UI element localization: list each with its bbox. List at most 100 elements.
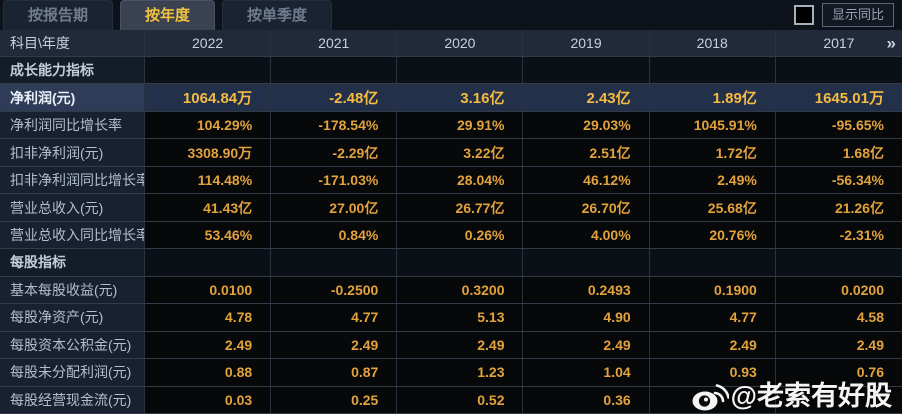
row-label: 营业总收入同比增长率 xyxy=(0,221,145,249)
cell-value: 53.46% xyxy=(145,221,272,249)
tab-bar: 按报告期 按年度 按单季度 显示同比 xyxy=(0,0,902,30)
cell-value: 1064.84万 xyxy=(145,84,272,111)
table-body: 成长能力指标 净利润(元) 1064.84万 -2.48亿 3.16亿 2.43亿 1.89… xyxy=(0,57,902,414)
cell-value: 0.0100 xyxy=(145,276,272,304)
cell-value: 2.51亿 xyxy=(523,139,650,166)
section-title: 每股指标 xyxy=(0,249,145,276)
cell-value: 1.23 xyxy=(397,359,524,386)
cell-value: 1645.01万 xyxy=(775,84,902,111)
more-years-icon[interactable]: » xyxy=(886,33,896,53)
cell-value: 0.1900 xyxy=(649,276,776,304)
corner-label: 科目\年度 xyxy=(0,30,145,56)
table-row[interactable]: 净利润同比增长率 104.29% -178.54% 29.91% 29.03% 1045.… xyxy=(0,111,902,140)
row-label: 每股资本公积金(元) xyxy=(0,331,145,359)
cell-value: 4.77 xyxy=(649,304,776,331)
cell-value: 4.78 xyxy=(145,304,272,331)
cell-value: 4.90 xyxy=(523,304,650,331)
cell-value: 4.58 xyxy=(775,304,902,331)
cell-value: -178.54% xyxy=(271,111,398,139)
cell-value: 0.87 xyxy=(271,359,398,386)
cell-value: 25.68亿 xyxy=(649,194,776,221)
cell-value: 114.48% xyxy=(145,166,272,194)
section-empty-cell xyxy=(397,57,524,84)
cell-value: 0.26% xyxy=(397,221,524,249)
year-column-header: 2019 xyxy=(523,30,650,56)
section-empty-cell xyxy=(649,249,776,276)
cell-value: 1.72亿 xyxy=(649,139,776,166)
cell-value: 3308.90万 xyxy=(145,139,272,166)
section-empty-cell xyxy=(145,57,272,84)
row-label: 净利润(元) xyxy=(0,84,145,111)
cell-value: -2.29亿 xyxy=(271,139,398,166)
cell-value: 0.36 xyxy=(523,386,650,413)
cell-value: 3.22亿 xyxy=(397,139,524,166)
cell-value: 0.2493 xyxy=(523,276,650,304)
show-yoy-checkbox[interactable] xyxy=(793,5,814,25)
cell-value: 0.3200 xyxy=(397,276,524,304)
cell-value xyxy=(775,386,902,413)
cell-value: 26.77亿 xyxy=(397,194,524,221)
tab-by-year[interactable]: 按年度 xyxy=(120,0,216,30)
cell-value: 2.49 xyxy=(397,331,524,359)
cell-value: 0.76 xyxy=(775,359,902,386)
cell-value: 0.52 xyxy=(397,386,524,413)
cell-value: 3.16亿 xyxy=(397,84,524,111)
row-label: 每股净资产(元) xyxy=(0,304,145,331)
table-row[interactable]: 每股资本公积金(元) 2.49 2.49 2.49 2.49 2.49 2.49 xyxy=(0,331,902,360)
table-row[interactable]: 每股经营现金流(元) 0.03 0.25 0.52 0.36 xyxy=(0,386,902,414)
cell-value: 0.88 xyxy=(145,359,272,386)
table-row[interactable]: 扣非净利润同比增长率 114.48% -171.03% 28.04% 46.12% 2.4… xyxy=(0,166,902,195)
row-label: 基本每股收益(元) xyxy=(0,276,145,304)
table-row[interactable]: 营业总收入(元) 41.43亿 27.00亿 26.77亿 26.70亿 25.68亿 21… xyxy=(0,194,902,222)
show-yoy-button[interactable]: 显示同比 xyxy=(821,3,894,27)
cell-value: 1.04 xyxy=(523,359,650,386)
cell-value: 2.49 xyxy=(649,331,776,359)
table-row[interactable]: 扣非净利润(元) 3308.90万 -2.29亿 3.22亿 2.51亿 1.72亿 1.6… xyxy=(0,139,902,167)
cell-value: 2.49 xyxy=(271,331,398,359)
cell-value: 0.93 xyxy=(649,359,776,386)
cell-value: 2.43亿 xyxy=(523,84,650,111)
section-empty-cell xyxy=(397,249,524,276)
cell-value: 41.43亿 xyxy=(145,194,272,221)
cell-value xyxy=(649,386,776,413)
cell-value: 0.25 xyxy=(271,386,398,413)
table-row[interactable]: 基本每股收益(元) 0.0100 -0.2500 0.3200 0.2493 0.1900… xyxy=(0,276,902,305)
cell-value: 20.76% xyxy=(649,221,776,249)
section-header-row: 成长能力指标 xyxy=(0,57,902,85)
section-empty-cell xyxy=(271,249,398,276)
cell-value: -2.31% xyxy=(775,221,902,249)
table-row[interactable]: 净利润(元) 1064.84万 -2.48亿 3.16亿 2.43亿 1.89亿 1645.… xyxy=(0,84,902,112)
table-row[interactable]: 每股净资产(元) 4.78 4.77 5.13 4.90 4.77 4.58 xyxy=(0,304,902,332)
row-label: 扣非净利润(元) xyxy=(0,139,145,166)
cell-value: 4.77 xyxy=(271,304,398,331)
section-empty-cell xyxy=(145,249,272,276)
tab-by-report-period[interactable]: 按报告期 xyxy=(3,0,114,30)
year-column-header: 2020 xyxy=(397,30,524,56)
cell-value: -171.03% xyxy=(271,166,398,194)
section-empty-cell xyxy=(775,57,902,84)
cell-value: 29.91% xyxy=(397,111,524,139)
tabbar-spacer xyxy=(339,0,794,30)
row-label: 营业总收入(元) xyxy=(0,194,145,221)
section-empty-cell xyxy=(775,249,902,276)
cell-value: 46.12% xyxy=(523,166,650,194)
cell-value: 1.68亿 xyxy=(775,139,902,166)
year-column-header: 2022 xyxy=(145,30,272,56)
cell-value: 4.00% xyxy=(523,221,650,249)
cell-value: 0.03 xyxy=(145,386,272,413)
cell-value: -2.48亿 xyxy=(271,84,398,111)
section-empty-cell xyxy=(523,57,650,84)
section-empty-cell xyxy=(271,57,398,84)
row-label: 扣非净利润同比增长率 xyxy=(0,166,145,194)
cell-value: 1045.91% xyxy=(649,111,776,139)
section-title: 成长能力指标 xyxy=(0,57,145,84)
cell-value: 28.04% xyxy=(397,166,524,194)
row-label: 每股经营现金流(元) xyxy=(0,386,145,413)
tab-by-quarter[interactable]: 按单季度 xyxy=(222,0,333,30)
year-column-header: 2018 xyxy=(650,30,776,56)
cell-value: 21.26亿 xyxy=(775,194,902,221)
cell-value: -0.2500 xyxy=(271,276,398,304)
table-row[interactable]: 每股未分配利润(元) 0.88 0.87 1.23 1.04 0.93 0.76 xyxy=(0,359,902,387)
table-row[interactable]: 营业总收入同比增长率 53.46% 0.84% 0.26% 4.00% 20.76% -2.… xyxy=(0,221,902,250)
